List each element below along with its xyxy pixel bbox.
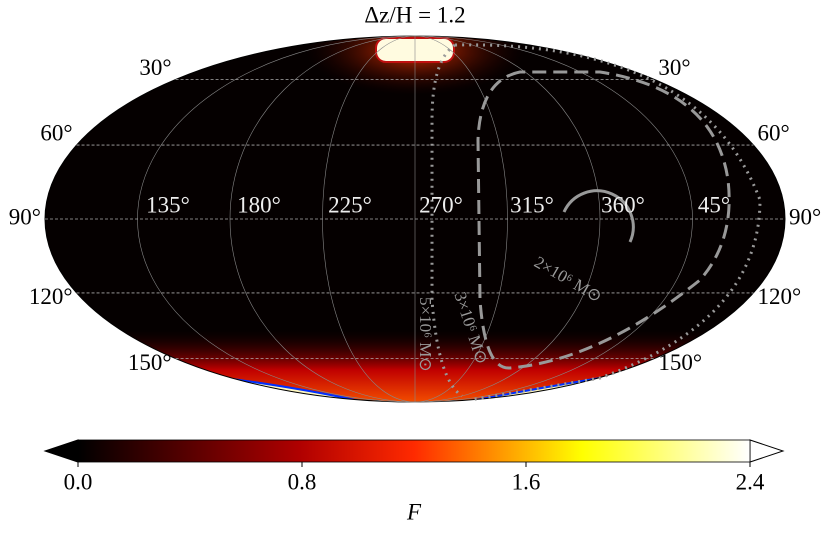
colorbar-tick-label: 1.6 bbox=[512, 469, 541, 494]
lat-tick-label: 120° bbox=[757, 284, 801, 309]
colorbar bbox=[77, 439, 751, 463]
chart-title: Δz/H = 1.2 bbox=[364, 2, 465, 27]
lon-label: 225° bbox=[328, 192, 372, 217]
lon-label: 180° bbox=[237, 192, 281, 217]
contour-label: 5×10⁶ M⊙ bbox=[416, 297, 435, 372]
lat-tick-label: 30° bbox=[658, 55, 690, 80]
lon-label: 270° bbox=[419, 192, 463, 217]
colorbar-label: F bbox=[406, 499, 422, 524]
lat-tick-label: 60° bbox=[40, 120, 72, 145]
contour-5e6 bbox=[430, 43, 463, 398]
lon-label: 360° bbox=[601, 192, 645, 217]
contours bbox=[430, 43, 762, 402]
lat-tick-label: 90° bbox=[789, 204, 821, 229]
lon-label: 135° bbox=[146, 192, 190, 217]
contour-3e6 bbox=[476, 70, 731, 370]
lon-label: 45° bbox=[698, 192, 730, 217]
colorbar-tick-label: 0.8 bbox=[288, 469, 317, 494]
colorbar-tick-label: 0.0 bbox=[64, 469, 93, 494]
lat-tick-label: 30° bbox=[139, 55, 171, 80]
lat-tick-label: 150° bbox=[658, 350, 702, 375]
colorbar-over bbox=[749, 439, 785, 463]
lat-tick-label: 60° bbox=[757, 120, 789, 145]
lat-tick-label: 90° bbox=[9, 204, 41, 229]
lon-label: 315° bbox=[510, 192, 554, 217]
colorbar-under bbox=[43, 439, 79, 463]
lat-tick-label: 120° bbox=[29, 284, 73, 309]
contour-2e6 bbox=[562, 189, 635, 243]
colorbar-tick-label: 2.4 bbox=[736, 469, 765, 494]
lat-tick-label: 150° bbox=[128, 350, 172, 375]
